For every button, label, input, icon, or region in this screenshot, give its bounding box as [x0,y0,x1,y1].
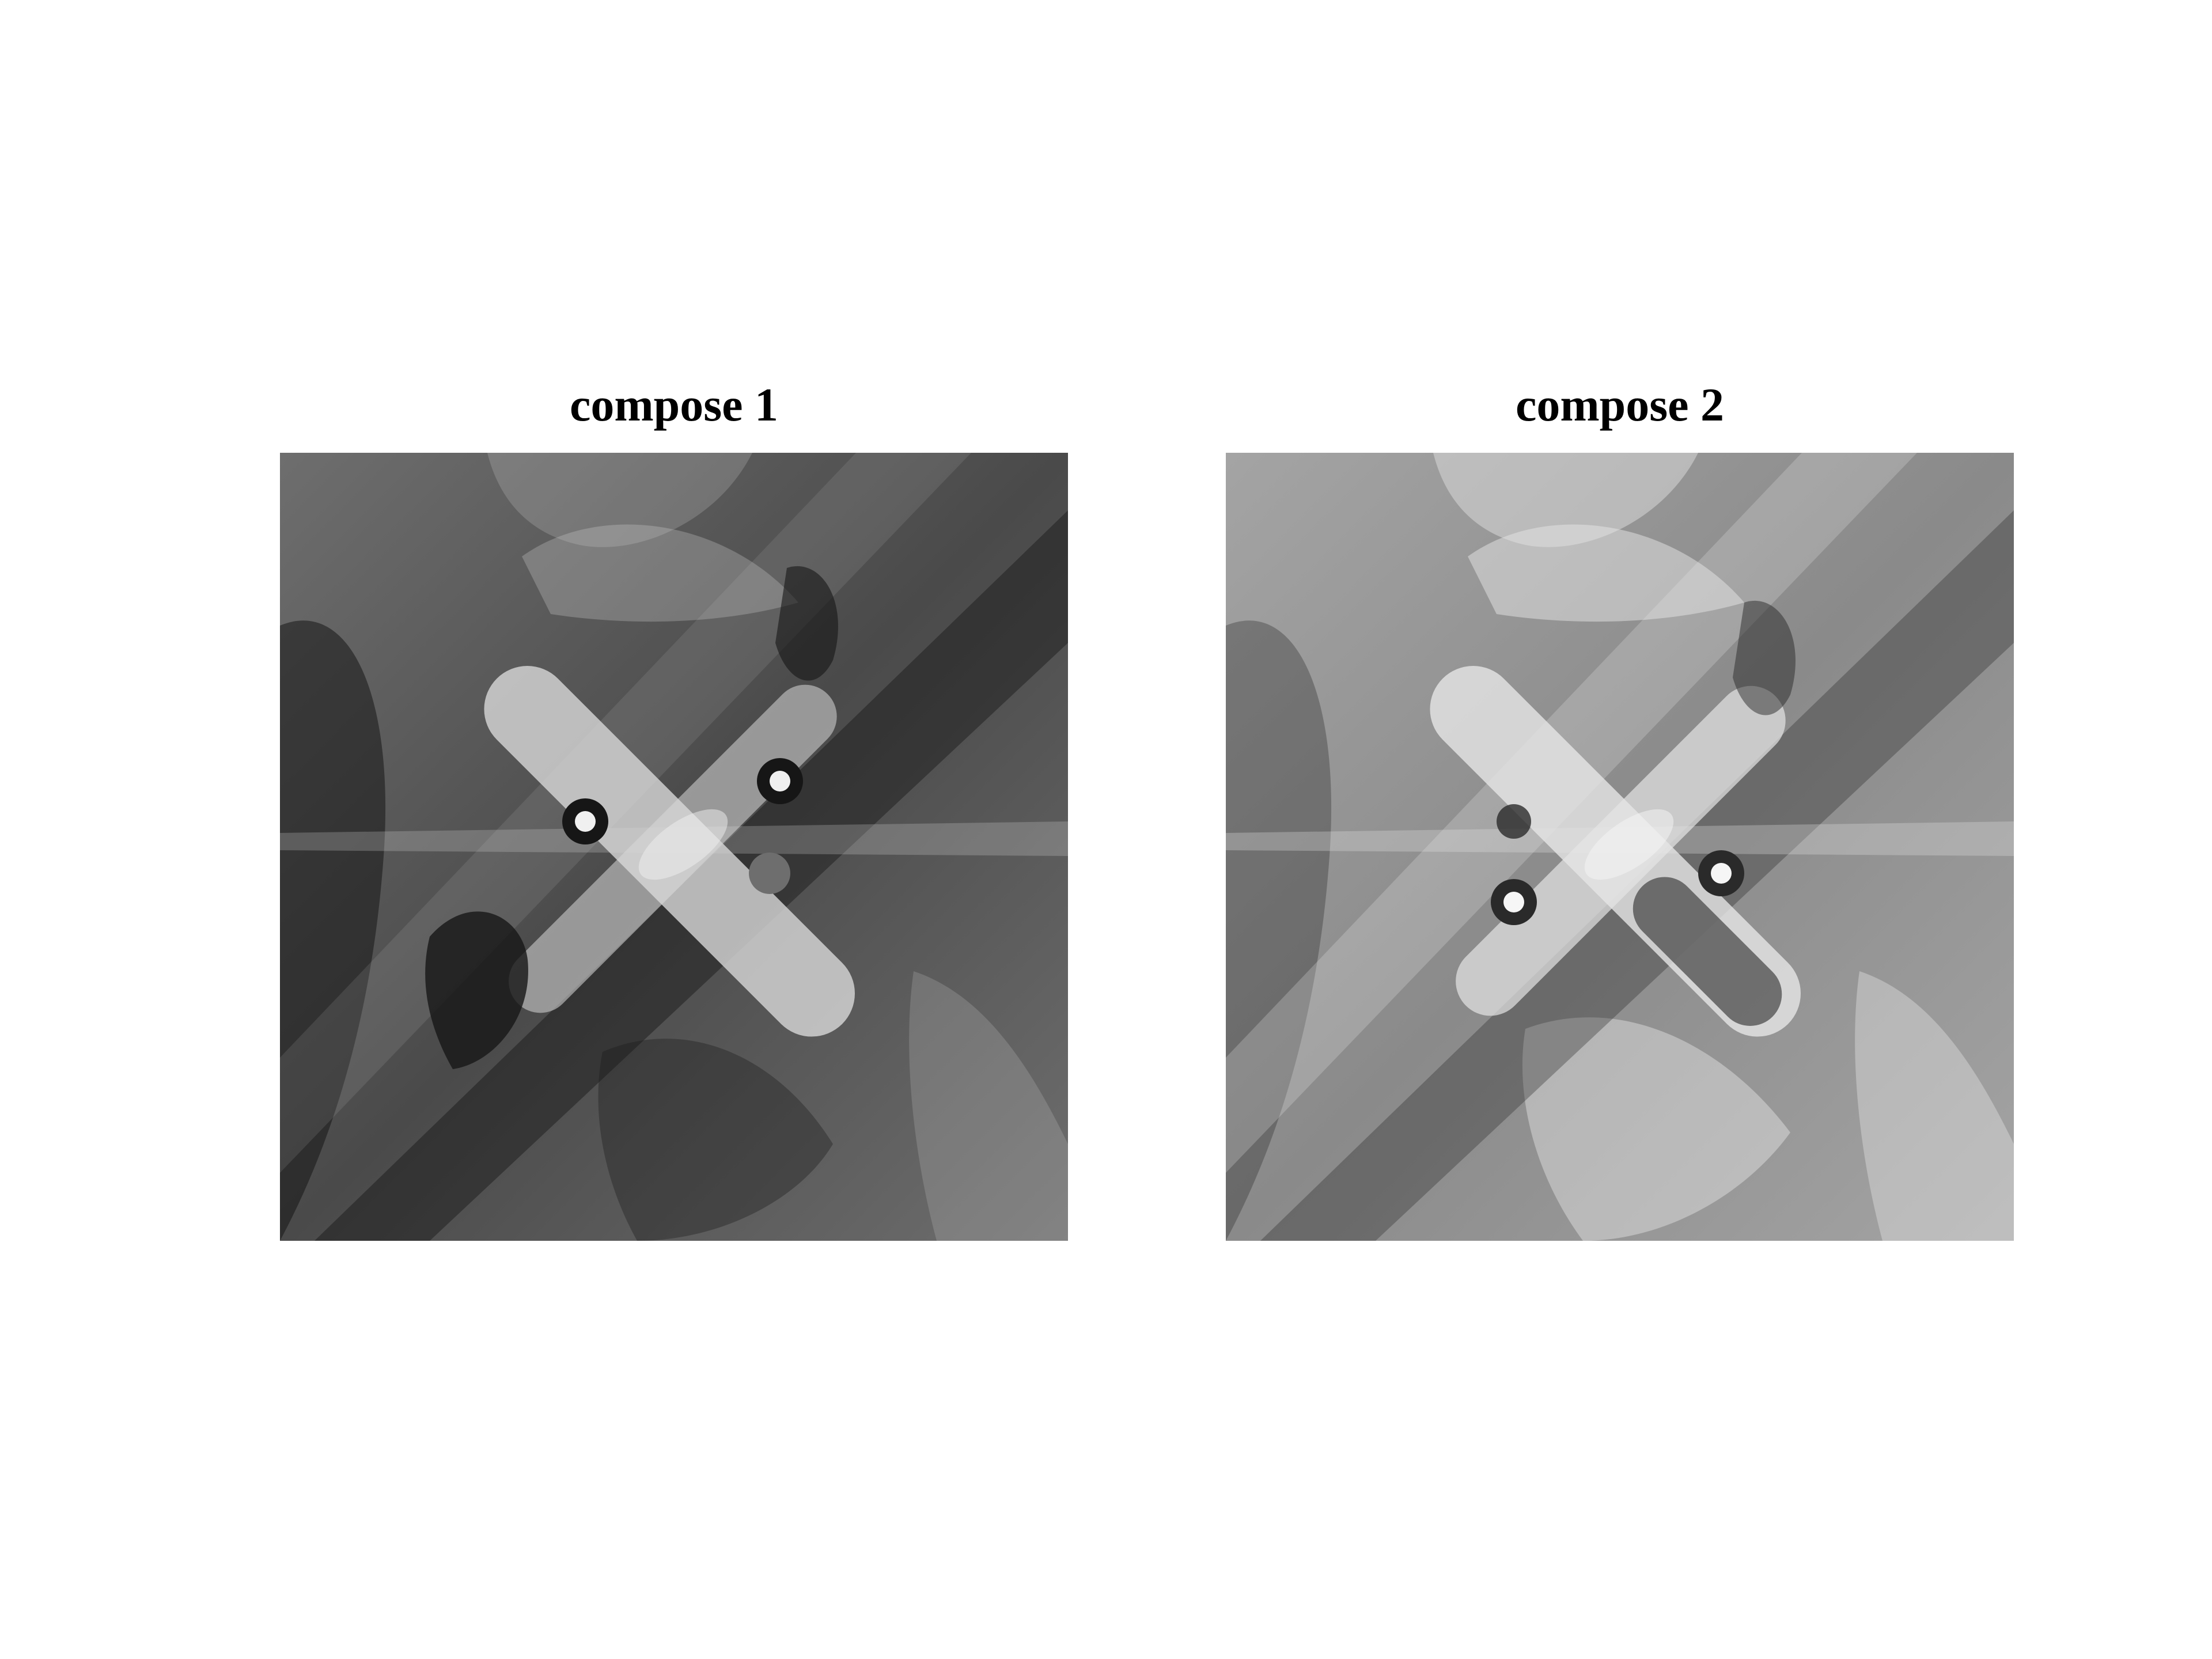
composite-image-1 [280,453,1068,1241]
composite-image-2 [1226,453,2014,1241]
panel-title-compose-2: compose 2 [1515,378,1725,431]
composite-image-1-graphic [280,453,1068,1241]
panel-title-compose-1: compose 1 [569,378,779,431]
composite-image-2-graphic [1226,453,2014,1241]
